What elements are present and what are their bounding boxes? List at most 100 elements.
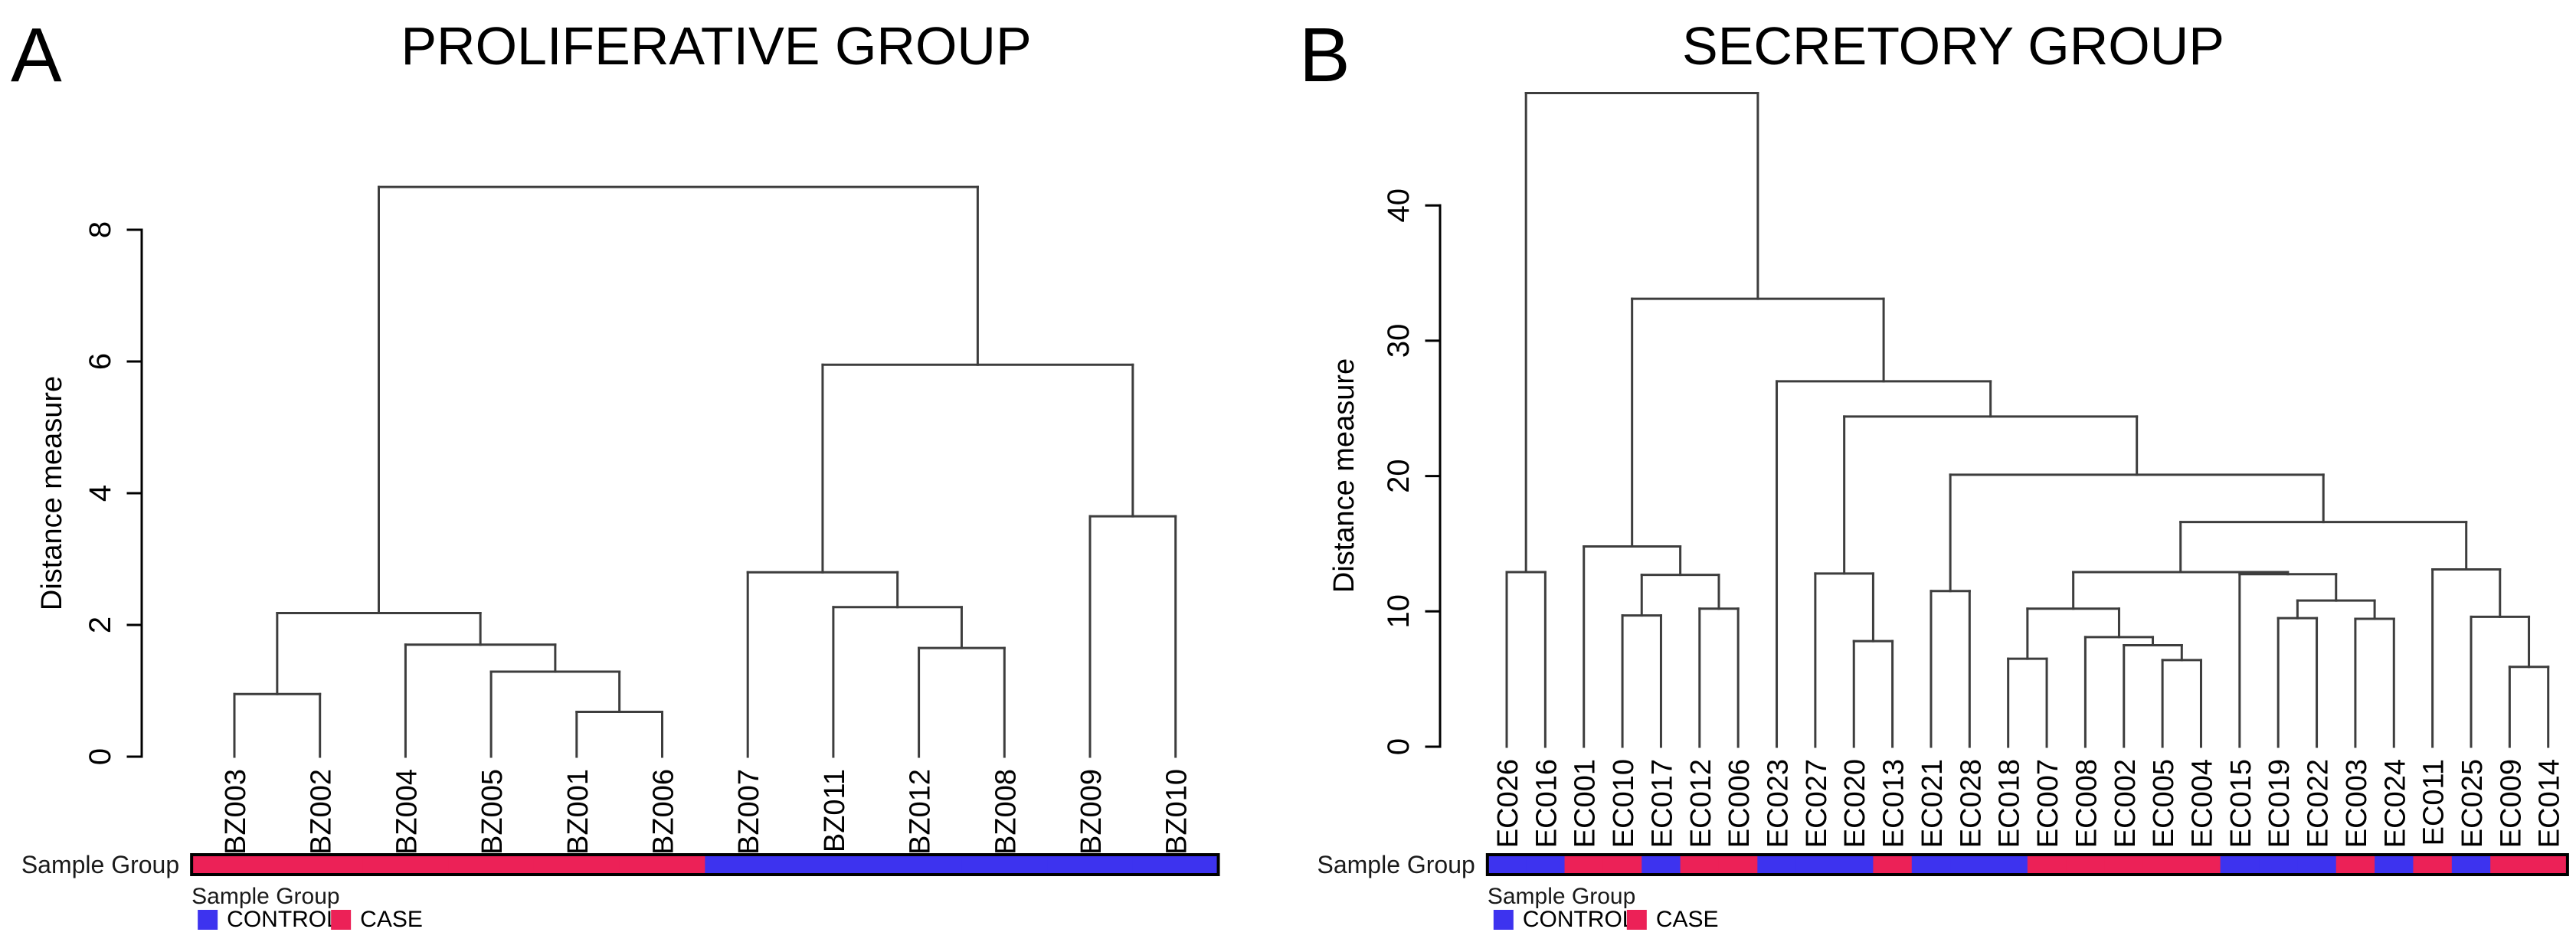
- sample-group-cell: [790, 855, 877, 875]
- panel-title: SECRETORY GROUP: [1682, 16, 2224, 76]
- leaf-label: EC010: [1608, 759, 1640, 848]
- leaf-label: EC016: [1530, 759, 1563, 848]
- leaf-label: EC024: [2379, 759, 2411, 848]
- sample-group-cell: [2259, 855, 2298, 875]
- sample-group-bar-frame: [190, 853, 1220, 876]
- leaf-label: BZ007: [733, 769, 765, 855]
- sample-group-cell: [705, 855, 791, 875]
- sample-group-cell: [533, 855, 620, 875]
- legend-swatch-control: [1493, 910, 1514, 930]
- sample-group-cell: [1132, 855, 1219, 875]
- sample-group-cell: [191, 855, 278, 875]
- sample-group-cell: [1602, 855, 1642, 875]
- leaf-label: EC012: [1685, 759, 1717, 848]
- leaf-label: BZ003: [220, 769, 252, 855]
- leaf-label: EC026: [1492, 759, 1524, 848]
- sample-group-cell: [1047, 855, 1134, 875]
- leaf-label: EC003: [2341, 759, 2373, 848]
- sample-group-bar-frame: [1485, 853, 2569, 876]
- dendrogram-tree: [233, 185, 1177, 758]
- sample-group-cell: [2297, 855, 2337, 875]
- sample-group-cell: [2220, 855, 2260, 875]
- panel-letter: B: [1299, 12, 1350, 98]
- sample-group-cell: [876, 855, 963, 875]
- leaf-label: BZ002: [306, 769, 338, 855]
- leaf-label: EC011: [2418, 759, 2450, 846]
- leaf-label: EC017: [1646, 759, 1678, 848]
- sample-group-cell: [1718, 855, 1758, 875]
- leaf-label: EC019: [2263, 759, 2296, 848]
- sample-group-cell: [2104, 855, 2144, 875]
- legend: Sample Group CONTROL CASE: [1488, 884, 1719, 932]
- leaf-label: EC021: [1916, 759, 1949, 848]
- leaf-label: BZ012: [905, 769, 937, 855]
- leaf-label: BZ008: [990, 769, 1022, 855]
- leaf-label: EC020: [1839, 759, 1871, 848]
- sample-group-cell: [2142, 855, 2182, 875]
- sample-group-cell: [277, 855, 364, 875]
- sample-group-cell: [1950, 855, 1990, 875]
- leaf-label: BZ010: [1161, 769, 1193, 855]
- legend-title: Sample Group: [1488, 884, 1635, 909]
- leaf-label: EC001: [1569, 759, 1602, 848]
- sample-group-cell: [2529, 855, 2568, 875]
- leaf-label: EC007: [2032, 759, 2064, 848]
- y-tick-label: 6: [83, 353, 117, 370]
- y-tick-label: 2: [83, 617, 117, 633]
- y-axis-label: Distance measure: [1328, 358, 1360, 593]
- sample-group-cell: [1795, 855, 1835, 875]
- sample-group-cell: [362, 855, 449, 875]
- y-tick-label: 30: [1382, 324, 1416, 358]
- sample-group-cell: [961, 855, 1048, 875]
- legend-label-case: CASE: [360, 907, 423, 932]
- leaf-label: BZ001: [562, 769, 594, 855]
- panel-proliferative: A PROLIFERATIVE GROUP Distance measure 0…: [11, 12, 1220, 932]
- y-tick-label: 0: [1382, 738, 1416, 755]
- sample-group-cell: [448, 855, 535, 875]
- leaf-label: EC025: [2457, 759, 2489, 848]
- sample-group-cell: [2490, 855, 2530, 875]
- leaf-label: BZ011: [819, 769, 851, 852]
- y-axis-label: Distance measure: [36, 376, 68, 610]
- legend-title: Sample Group: [191, 884, 339, 909]
- sample-group-cell: [1835, 855, 1874, 875]
- panel-title: PROLIFERATIVE GROUP: [401, 16, 1031, 76]
- leaf-label: EC005: [2148, 759, 2180, 848]
- leaf-label: EC014: [2534, 759, 2566, 848]
- leaf-label: EC022: [2303, 759, 2335, 848]
- sample-group-bar: [190, 853, 1220, 876]
- sample-group-cell: [1680, 855, 1720, 875]
- y-tick-label: 4: [83, 485, 117, 502]
- leaf-label: EC013: [1878, 759, 1910, 848]
- leaf-label: EC015: [2225, 759, 2257, 848]
- panel-letter: A: [11, 12, 62, 98]
- leaf-label: EC008: [2070, 759, 2103, 848]
- sample-group-cell: [2027, 855, 2067, 875]
- leaf-label: EC018: [1994, 759, 2026, 848]
- panel-secretory: B SECRETORY GROUP Distance measure 0 10 20…: [1299, 12, 2569, 932]
- legend-swatch-case: [331, 910, 352, 930]
- y-axis: 0 2 4 6 8: [83, 221, 143, 765]
- y-tick-label: 8: [83, 221, 117, 238]
- sample-group-cell: [1487, 855, 1527, 875]
- legend-label-control: CONTROL: [227, 907, 339, 932]
- dendrogram-tree: [1505, 92, 2550, 748]
- sample-group-cell: [2182, 855, 2221, 875]
- leaf-label: BZ009: [1075, 769, 1108, 855]
- y-tick-label: 20: [1382, 459, 1416, 493]
- legend: Sample Group CONTROL CASE: [191, 884, 423, 932]
- sample-group-cell: [1988, 855, 2028, 875]
- sample-group-cell: [2451, 855, 2491, 875]
- sample-group-cell: [2335, 855, 2375, 875]
- legend-label-case: CASE: [1656, 907, 1719, 932]
- leaf-label: EC009: [2495, 759, 2527, 848]
- leaf-label: EC004: [2186, 759, 2218, 848]
- sample-group-cell: [1564, 855, 1604, 875]
- leaf-label: BZ006: [648, 769, 680, 855]
- sample-group-cell: [2375, 855, 2414, 875]
- sample-group-bar-label: Sample Group: [1317, 851, 1475, 878]
- leaf-label: EC027: [1801, 759, 1833, 848]
- leaf-labels: EC026 EC016 EC001 EC010 EC017 EC012 EC006 EC023…: [1492, 759, 2566, 848]
- sample-group-cell: [1642, 855, 1681, 875]
